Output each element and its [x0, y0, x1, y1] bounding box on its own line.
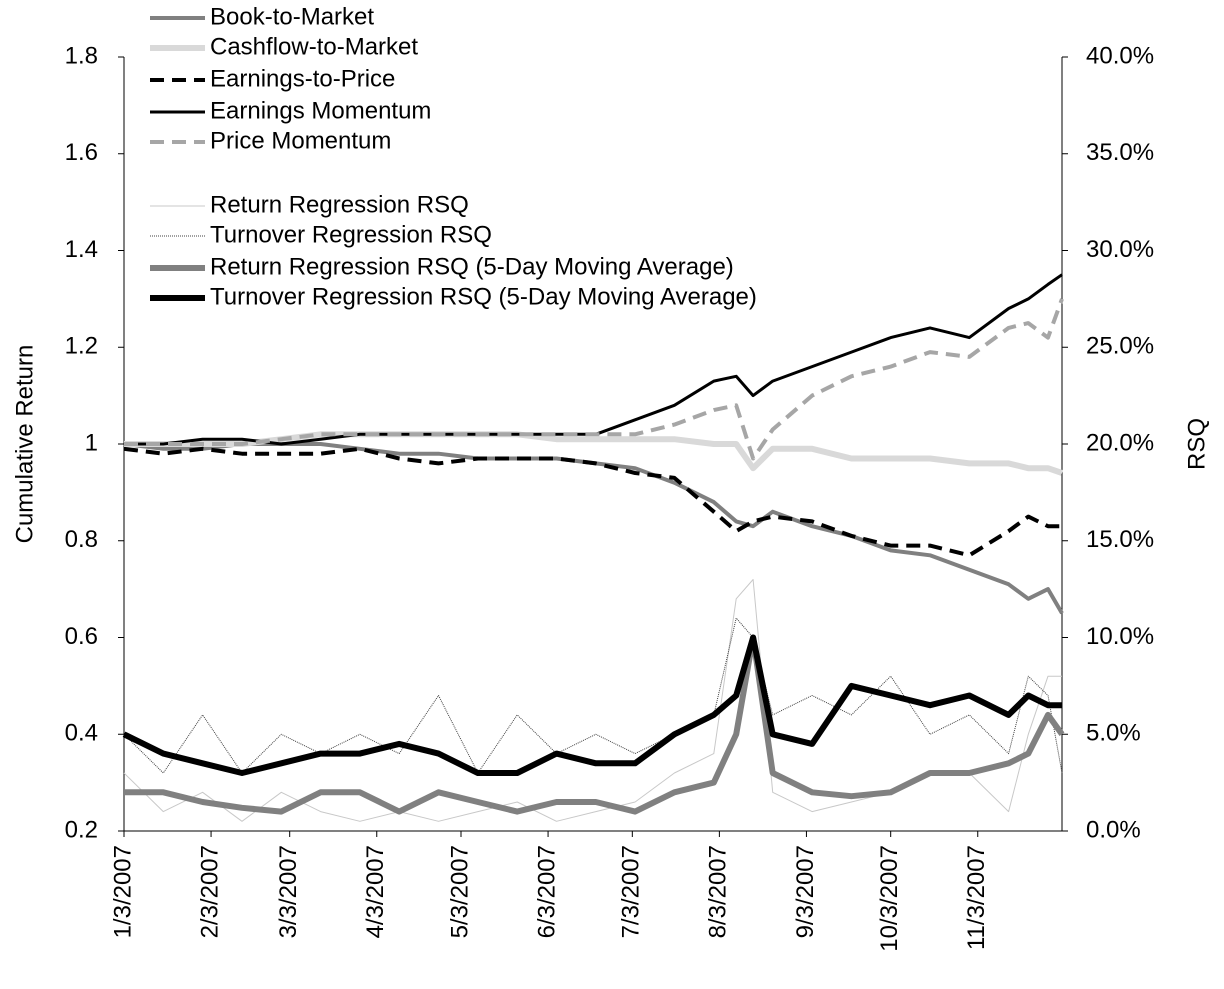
y-axis-title: Cumulative Return: [11, 345, 38, 544]
x-tick-label: 9/3/2007: [792, 845, 819, 938]
legend-label: Return Regression RSQ (5-Day Moving Aver…: [210, 253, 734, 280]
legend-label: Price Momentum: [210, 127, 391, 154]
y2-tick-label: 10.0%: [1086, 623, 1154, 650]
y2-tick-label: 5.0%: [1086, 720, 1141, 747]
x-tick-label: 10/3/2007: [876, 845, 903, 952]
series-line: [123, 446, 1062, 558]
x-tick-label: 2/3/2007: [196, 845, 223, 938]
x-tick-label: 7/3/2007: [618, 845, 645, 938]
x-tick-label: 4/3/2007: [362, 845, 389, 938]
y2-tick-label: 30.0%: [1086, 236, 1154, 263]
y-tick-label: 0.8: [65, 526, 98, 553]
y2-tick-label: 0.0%: [1086, 816, 1141, 843]
y-tick-label: 1.2: [65, 333, 98, 360]
y-tick-label: 1.6: [65, 139, 98, 166]
series-line: [123, 617, 1063, 774]
series-line: [124, 298, 1064, 461]
legend-label: Return Regression RSQ: [210, 191, 469, 218]
x-tick-label: 5/3/2007: [446, 845, 473, 938]
legend-label: Earnings Momentum: [210, 97, 431, 124]
series-line: [124, 273, 1063, 446]
legend-label: Cashflow-to-Market: [210, 33, 418, 60]
y2-tick-label: 15.0%: [1086, 526, 1154, 553]
y-tick-label: 0.2: [65, 816, 98, 843]
x-tick-label: 6/3/2007: [533, 845, 560, 938]
legend-label: Turnover Regression RSQ (5-Day Moving Av…: [210, 283, 757, 310]
y2-tick-label: 25.0%: [1086, 333, 1154, 360]
x-tick-label: 3/3/2007: [275, 845, 302, 938]
series-line: [124, 634, 1065, 815]
y2-tick-label: 20.0%: [1086, 429, 1154, 456]
y2-axis-title: RSQ: [1183, 418, 1210, 470]
y-tick-label: 0.6: [65, 623, 98, 650]
x-tick-label: 1/3/2007: [109, 845, 136, 938]
y2-tick-label: 35.0%: [1086, 139, 1154, 166]
legend-label: Book-to-Market: [210, 3, 374, 30]
y2-tick-label: 40.0%: [1086, 42, 1154, 69]
x-tick-label: 8/3/2007: [705, 845, 732, 938]
series-line: [123, 442, 1064, 615]
y-tick-label: 1.8: [65, 42, 98, 69]
series-line: [122, 634, 1062, 776]
x-tick-label: 11/3/2007: [963, 845, 990, 950]
legend-label: Turnover Regression RSQ: [210, 221, 492, 248]
y-tick-label: 1.4: [65, 236, 98, 263]
legend-label: Earnings-to-Price: [210, 65, 395, 92]
y-tick-label: 0.4: [65, 720, 98, 747]
y-tick-label: 1: [85, 429, 98, 456]
